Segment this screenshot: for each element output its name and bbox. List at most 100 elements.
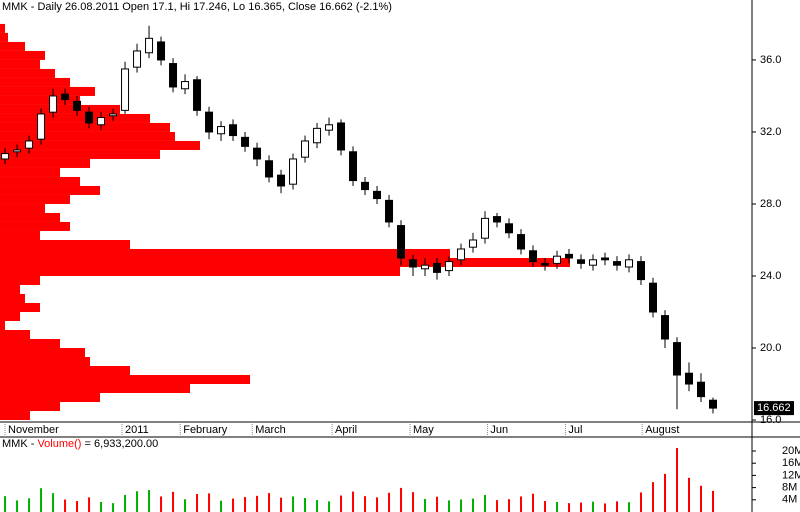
volume-bar <box>376 497 379 512</box>
plot-layer <box>0 23 715 512</box>
volume-bar <box>124 494 127 512</box>
volume-profile-bar <box>0 212 60 222</box>
volume-bar <box>556 501 559 512</box>
candle-body <box>409 259 418 268</box>
volume-profile-bar <box>0 167 60 177</box>
volume-bar <box>616 501 619 512</box>
x-tick-label: 2011 <box>125 424 149 436</box>
candle-body <box>445 261 454 272</box>
volume-bar <box>460 499 463 512</box>
y-tick-label: 8M <box>782 482 797 494</box>
volume-bar <box>364 496 367 512</box>
volume-bar <box>256 495 259 512</box>
candle-body <box>73 100 82 111</box>
y-tick-label: 28.0 <box>760 198 781 210</box>
candle-body <box>421 264 430 270</box>
volume-profile-bar <box>0 321 5 331</box>
candle-body <box>481 217 490 239</box>
volume-profile-bar <box>0 185 100 195</box>
volume-profile-bar <box>0 86 95 96</box>
volume-bar <box>664 473 667 512</box>
candle-body <box>121 68 130 111</box>
volume-profile-bar <box>0 176 80 186</box>
candle-body <box>85 111 94 124</box>
volume-bar <box>448 500 451 512</box>
candle-body <box>553 255 562 264</box>
volume-profile-bar <box>0 411 30 421</box>
volume-bar <box>592 501 595 512</box>
candle-body <box>109 113 118 117</box>
volume-bar <box>340 495 343 512</box>
candle-body <box>529 250 538 263</box>
volume-bar <box>472 498 475 512</box>
volume-profile-bar <box>0 221 70 231</box>
candle-body <box>61 93 70 101</box>
x-tick-label: May <box>413 424 434 436</box>
candle-body <box>337 122 346 151</box>
candle-body <box>709 399 718 409</box>
y-tick-label: 20.0 <box>760 342 781 354</box>
volume-profile-bar <box>0 113 150 123</box>
volume-profile-bar <box>0 23 5 33</box>
volume-profile-bar <box>0 149 160 159</box>
candle-body <box>277 174 286 187</box>
volume-profile-bar <box>0 230 40 240</box>
candle-body <box>673 342 682 376</box>
volume-bar <box>292 496 295 512</box>
candle-body <box>325 124 334 131</box>
candle-body <box>565 253 574 259</box>
volume-bar <box>280 497 283 512</box>
volume-bar <box>388 492 391 512</box>
candle-body <box>589 259 598 266</box>
volume-profile-bar <box>0 275 40 285</box>
candle-body <box>97 117 106 126</box>
y-tick-label: 24.0 <box>760 270 781 282</box>
candle-body <box>493 216 502 223</box>
volume-profile-bar <box>0 348 85 358</box>
volume-bar <box>28 498 31 512</box>
volume-profile-bar <box>0 158 90 168</box>
volume-bar <box>700 485 703 512</box>
volume-profile-bar <box>0 330 30 340</box>
volume-bar <box>580 502 583 512</box>
volume-bar <box>436 496 439 512</box>
y-tick-label: 32.0 <box>760 126 781 138</box>
last-price-box <box>754 401 794 416</box>
volume-profile-bar <box>0 384 190 394</box>
volume-profile-bar <box>0 266 400 276</box>
volume-profile-bar <box>0 122 170 132</box>
volume-bar <box>604 503 607 512</box>
volume-profile-bar <box>0 203 45 213</box>
candle-body <box>193 79 202 111</box>
volume-title-name: Volume() <box>37 438 81 450</box>
candle-body <box>469 239 478 248</box>
volume-bar <box>148 490 151 512</box>
volume-profile-bar <box>0 284 20 294</box>
candle-body <box>601 257 610 261</box>
volume-title-value: = 6,933,200.00 <box>81 438 158 450</box>
candle-body <box>313 127 322 144</box>
volume-bar <box>40 488 43 512</box>
volume-bar <box>520 496 523 512</box>
candle-body <box>373 190 382 200</box>
candle-body <box>385 199 394 223</box>
volume-bar <box>160 496 163 512</box>
candle-body <box>217 126 226 135</box>
candle-body <box>265 160 274 178</box>
volume-bar <box>628 502 631 512</box>
volume-bar <box>100 501 103 512</box>
x-tick-label: March <box>255 424 286 436</box>
candle-body <box>517 234 526 250</box>
volume-bar <box>412 492 415 512</box>
candle-body <box>289 158 298 185</box>
y-tick-label: 16.0 <box>760 414 781 426</box>
volume-bar <box>688 477 691 512</box>
volume-profile-bar <box>0 104 120 114</box>
volume-bar <box>352 491 355 512</box>
volume-bar <box>496 500 499 512</box>
volume-profile-bar <box>0 131 175 141</box>
volume-bar <box>328 501 331 512</box>
volume-bar <box>88 497 91 512</box>
candle-body <box>13 149 22 153</box>
volume-bar <box>244 497 247 512</box>
